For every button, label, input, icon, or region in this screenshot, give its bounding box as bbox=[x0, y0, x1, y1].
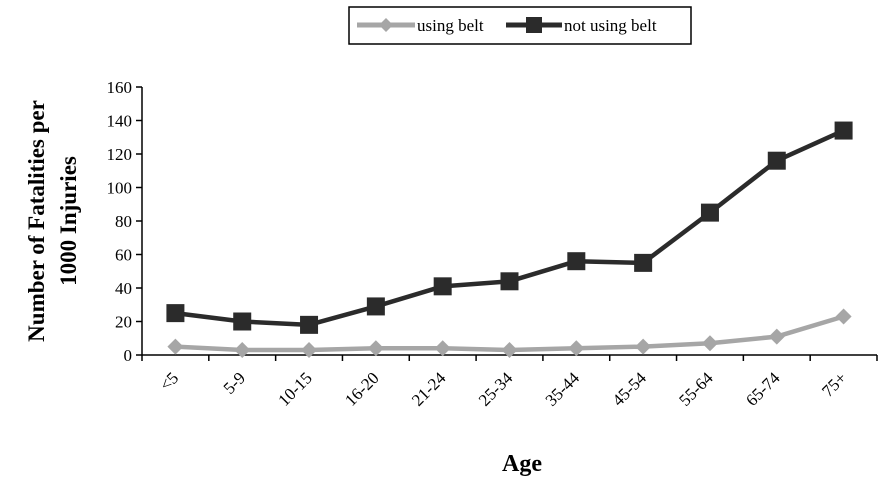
y-tick-label: 120 bbox=[107, 145, 133, 164]
y-tick-label: 40 bbox=[115, 279, 132, 298]
data-point-using-belt bbox=[367, 340, 384, 357]
data-point-not-using-belt bbox=[500, 272, 519, 291]
series-line-not-using-belt bbox=[175, 128, 845, 328]
data-point-not-using-belt bbox=[166, 304, 185, 323]
y-axis-title-line-2: 1000 Injuries bbox=[56, 156, 81, 286]
data-point-not-using-belt bbox=[366, 297, 385, 316]
y-axis-title: Number of Fatalities per 1000 Injuries bbox=[24, 100, 81, 342]
data-point-not-using-belt bbox=[700, 203, 719, 222]
data-point-not-using-belt bbox=[233, 312, 252, 331]
data-point-not-using-belt bbox=[767, 151, 786, 170]
x-tick-label: 65-74 bbox=[742, 368, 784, 410]
y-tick-label: 80 bbox=[115, 212, 132, 231]
data-point-not-using-belt bbox=[567, 252, 586, 271]
data-point-not-using-belt bbox=[834, 121, 853, 140]
data-point-using-belt bbox=[635, 338, 652, 355]
x-axis-title: Age bbox=[502, 451, 542, 477]
x-tick-label: 75+ bbox=[818, 368, 850, 400]
data-point-using-belt bbox=[434, 340, 451, 357]
y-tick-label: 160 bbox=[107, 78, 133, 97]
data-point-using-belt bbox=[768, 328, 785, 345]
data-point-using-belt bbox=[234, 341, 251, 358]
legend-marker-using-belt bbox=[379, 18, 393, 32]
data-point-not-using-belt bbox=[300, 315, 319, 334]
x-tick-label: 16-20 bbox=[341, 368, 382, 409]
legend-item-using-belt: using belt bbox=[357, 16, 484, 35]
data-point-not-using-belt bbox=[634, 253, 653, 272]
x-ticks: <5 5-9 10-15 16-20 21-24 25-34 35-44 45-54 55-64… bbox=[141, 355, 878, 410]
y-ticks: 0 20 40 60 80 100 120 140 160 bbox=[107, 78, 142, 365]
y-tick-label: 0 bbox=[124, 346, 133, 365]
y-tick-label: 60 bbox=[115, 246, 132, 265]
x-tick-label: 35-44 bbox=[542, 368, 584, 410]
data-point-using-belt bbox=[301, 341, 318, 358]
data-point-using-belt bbox=[568, 340, 585, 357]
legend-marker-not-using-belt bbox=[526, 17, 542, 33]
x-tick-label: 45-54 bbox=[608, 368, 650, 410]
legend-item-not-using-belt: not using belt bbox=[506, 16, 657, 35]
series-not-using-belt bbox=[166, 121, 853, 334]
series-using-belt bbox=[167, 308, 852, 358]
legend: using belt not using belt bbox=[348, 6, 692, 45]
x-tick-label: 10-15 bbox=[274, 368, 315, 409]
y-tick-label: 140 bbox=[107, 112, 133, 131]
y-axis-title-line-1: Number of Fatalities per bbox=[24, 100, 49, 342]
data-point-not-using-belt bbox=[433, 277, 452, 296]
data-point-using-belt bbox=[835, 308, 852, 325]
series-layer bbox=[166, 121, 853, 358]
y-tick-label: 20 bbox=[115, 313, 132, 332]
x-tick-label: <5 bbox=[156, 368, 182, 394]
y-tick-label: 100 bbox=[107, 179, 133, 198]
x-tick-label: 55-64 bbox=[675, 368, 717, 410]
legend-label-using-belt: using belt bbox=[417, 16, 484, 35]
x-tick-label: 21-24 bbox=[408, 368, 450, 410]
data-point-using-belt bbox=[167, 338, 184, 355]
data-point-using-belt bbox=[501, 341, 518, 358]
axes: 0 20 40 60 80 100 120 140 160 <5 5-9 10-15 16-20 21-… bbox=[107, 78, 878, 410]
x-tick-label: 25-34 bbox=[475, 368, 517, 410]
legend-label-not-using-belt: not using belt bbox=[564, 16, 657, 35]
x-tick-label: 5-9 bbox=[220, 368, 249, 397]
data-point-using-belt bbox=[701, 335, 718, 352]
